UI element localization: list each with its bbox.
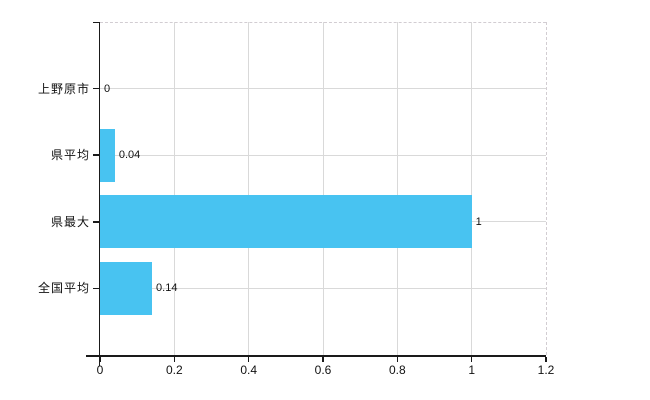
x-axis [86,355,546,357]
gridline-vertical [396,22,398,355]
x-axis-tick [173,356,176,362]
bar-value-label: 1 [475,215,482,228]
gridline-vertical [248,22,250,355]
y-axis-tick [93,221,100,223]
gridline-horizontal [100,88,546,90]
plot-border-right [546,22,547,355]
category-label: 県平均 [50,148,90,163]
x-tick-label: 1 [468,363,475,377]
gridline-vertical [173,22,175,355]
bar-value-label: 0 [104,82,111,95]
bar [100,195,472,249]
gridline-horizontal [100,287,546,289]
x-axis-tick [545,356,547,362]
bar-value-label: 0.04 [118,149,141,162]
y-axis-tick [93,154,100,156]
x-axis-tick [247,356,250,362]
bar-value-label: 0.14 [156,282,178,295]
gridline-vertical [471,22,473,355]
y-axis-tick [93,287,100,290]
bar [100,261,153,315]
x-axis-tick [322,356,324,362]
x-axis-tick [470,356,473,362]
y-axis-tick [93,87,100,90]
gridline-horizontal [100,154,546,156]
y-axis [98,22,100,366]
category-label: 全国平均 [37,281,90,296]
x-tick-label: 0.2 [165,363,183,377]
x-tick-label: 0 [96,363,104,377]
y-axis-end-tick [93,21,100,23]
x-axis-tick [396,356,399,362]
x-tick-label: 0.8 [388,363,406,377]
bar [100,128,115,182]
x-axis-tick [99,356,101,362]
category-label: 上野原市 [37,81,90,96]
x-tick-label: 1.2 [537,363,555,377]
x-tick-label: 0.4 [240,363,257,377]
category-label: 県最大 [50,214,90,229]
x-tick-label: 0.6 [314,363,332,377]
gridline-vertical [322,22,324,355]
